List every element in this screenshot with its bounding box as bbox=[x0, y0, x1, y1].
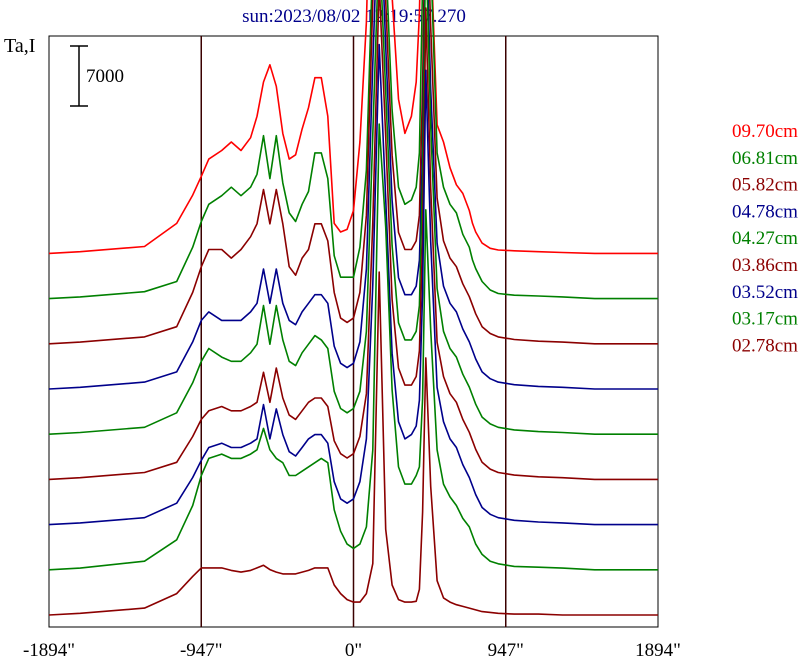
series-line-03.17cm bbox=[48, 123, 658, 571]
legend: 09.70cm 06.81cm 05.82cm 04.78cm 04.27cm 03.86… bbox=[732, 121, 798, 356]
series-line-03.52cm bbox=[48, 43, 658, 526]
series-line-02.78cm bbox=[48, 271, 658, 616]
legend-entry-1: 06.81cm bbox=[732, 148, 798, 169]
series-line-04.27cm bbox=[48, 0, 658, 435]
legend-entry-7: 03.17cm bbox=[732, 309, 798, 330]
legend-entry-3: 04.78cm bbox=[732, 201, 798, 222]
y-axis-label: Ta,I bbox=[4, 35, 35, 57]
x-tick-label-2: 0" bbox=[345, 640, 362, 661]
x-tick-label-4: 1894" bbox=[635, 640, 681, 661]
series-line-04.78cm bbox=[48, 0, 658, 390]
legend-entry-8: 02.78cm bbox=[732, 335, 798, 356]
legend-entry-2: 05.82cm bbox=[732, 175, 798, 196]
series-line-09.70cm bbox=[48, 0, 658, 255]
legend-entry-6: 03.52cm bbox=[732, 282, 798, 303]
scale-bar: 7000 bbox=[70, 45, 124, 107]
legend-entry-5: 03.86cm bbox=[732, 255, 798, 276]
series-layer bbox=[48, 0, 658, 616]
series-line-06.81cm bbox=[48, 0, 658, 300]
legend-entry-4: 04.27cm bbox=[732, 228, 798, 249]
chart-title: sun:2023/08/02 12:19:57.270 bbox=[242, 6, 466, 27]
x-axis-ticks: -1894" -947" 0" 947" 1894" bbox=[23, 640, 681, 661]
series-line-05.82cm bbox=[48, 0, 658, 345]
x-tick-label-1: -947" bbox=[180, 640, 223, 661]
legend-entry-0: 09.70cm bbox=[732, 121, 798, 142]
vertical-reference-lines bbox=[200, 36, 507, 627]
x-tick-label-0: -1894" bbox=[23, 640, 75, 661]
scale-bar-label: 7000 bbox=[86, 66, 124, 87]
series-line-03.86cm bbox=[48, 0, 658, 481]
x-tick-label-3: 947" bbox=[488, 640, 524, 661]
